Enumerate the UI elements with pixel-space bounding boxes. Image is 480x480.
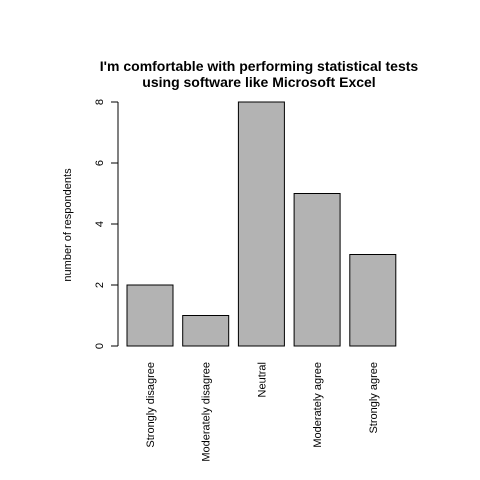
bar-moderately-agree bbox=[293, 193, 341, 347]
y-tick-label: 8 bbox=[94, 99, 106, 105]
x-tick-label: Strongly agree bbox=[368, 362, 380, 434]
y-axis: 0 2 4 6 8 bbox=[94, 99, 119, 349]
x-axis-labels: Strongly disagree Moderately disagree Neut… bbox=[145, 362, 380, 462]
bar-neutral bbox=[237, 101, 285, 347]
y-axis-label: number of respondents bbox=[62, 168, 74, 282]
x-tick-label: Strongly disagree bbox=[145, 362, 157, 448]
chart-title-line-1: I'm comfortable with performing statisti… bbox=[100, 58, 419, 74]
bar-strongly-agree bbox=[349, 254, 397, 347]
y-tick-label: 4 bbox=[94, 221, 106, 227]
bar-moderately-disagree bbox=[182, 315, 230, 347]
y-tick-label: 0 bbox=[94, 343, 106, 349]
bar-strongly-disagree bbox=[126, 284, 174, 347]
bars-group bbox=[126, 101, 397, 347]
y-tick-label: 2 bbox=[94, 282, 106, 288]
x-tick-label: Moderately disagree bbox=[201, 362, 213, 462]
y-tick-label: 6 bbox=[94, 160, 106, 166]
x-tick-label: Moderately agree bbox=[312, 362, 324, 448]
chart-title-line-2: using software like Microsoft Excel bbox=[142, 74, 375, 90]
x-tick-label: Neutral bbox=[256, 362, 268, 397]
